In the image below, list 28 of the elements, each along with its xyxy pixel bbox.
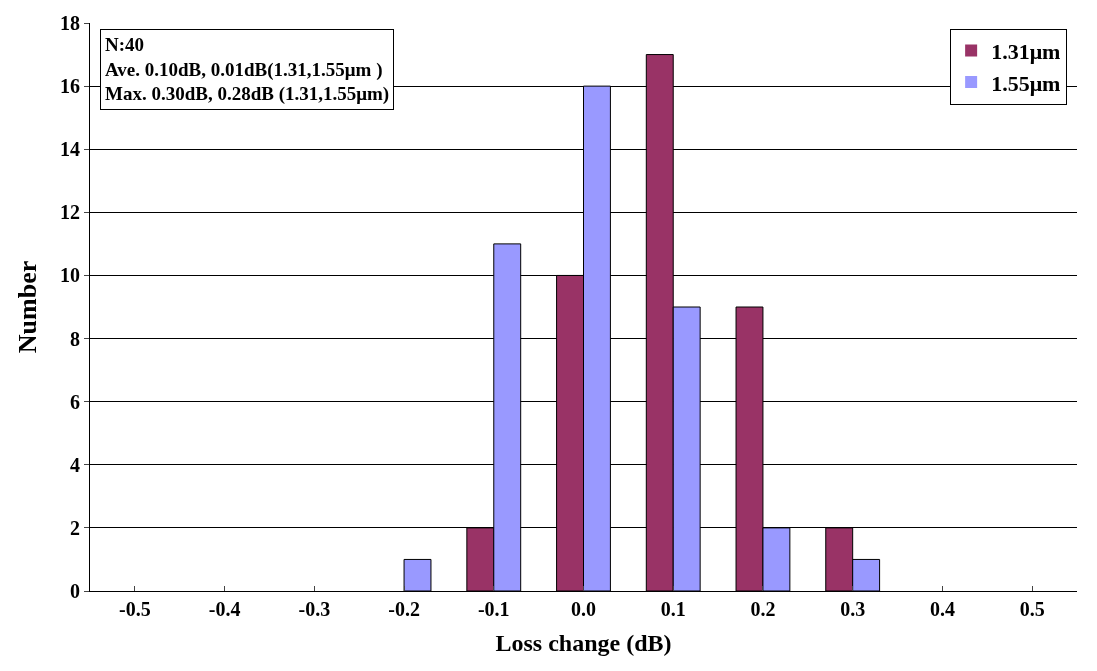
- x-tick-label: 0.3: [840, 598, 866, 620]
- annotation: Max. 0.30dB, 0.28dB (1.31,1.55μm): [105, 83, 390, 106]
- legend-label: 1.31μm: [991, 39, 1061, 65]
- y-tick-label: 10: [60, 264, 80, 287]
- x-axis-title: Loss change (dB): [495, 630, 672, 657]
- x-tick-label: 0.0: [571, 598, 596, 620]
- x-tick-label: -0.2: [388, 598, 420, 620]
- x-tick-label: 0.5: [1019, 598, 1045, 620]
- y-tick-label: 14: [60, 138, 80, 161]
- y-tick-label: 16: [60, 75, 80, 98]
- y-tick-label: 4: [70, 453, 80, 476]
- legend-label: 1.55μm: [991, 70, 1061, 96]
- x-tick-label: 0.2: [750, 598, 776, 620]
- x-tick-label: -0.4: [208, 598, 241, 620]
- y-tick-label: 8: [70, 327, 80, 350]
- y-tick-label: 2: [70, 516, 80, 539]
- x-tick-label: 0.4: [929, 598, 955, 620]
- y-tick-label: 0: [70, 580, 80, 602]
- annotation: Ave. 0.10dB, 0.01dB(1.31,1.55μm ): [105, 58, 383, 81]
- x-tick-label: -0.3: [298, 598, 331, 620]
- y-tick-label: 6: [70, 390, 80, 413]
- y-tick-label: 12: [60, 201, 80, 224]
- y-tick-label: 18: [60, 12, 80, 34]
- x-tick-label: -0.1: [477, 598, 510, 620]
- annotation: N:40: [105, 34, 145, 55]
- x-tick-label: -0.5: [119, 598, 151, 620]
- y-axis-title: Number: [13, 260, 43, 354]
- x-tick-label: 0.1: [660, 598, 686, 620]
